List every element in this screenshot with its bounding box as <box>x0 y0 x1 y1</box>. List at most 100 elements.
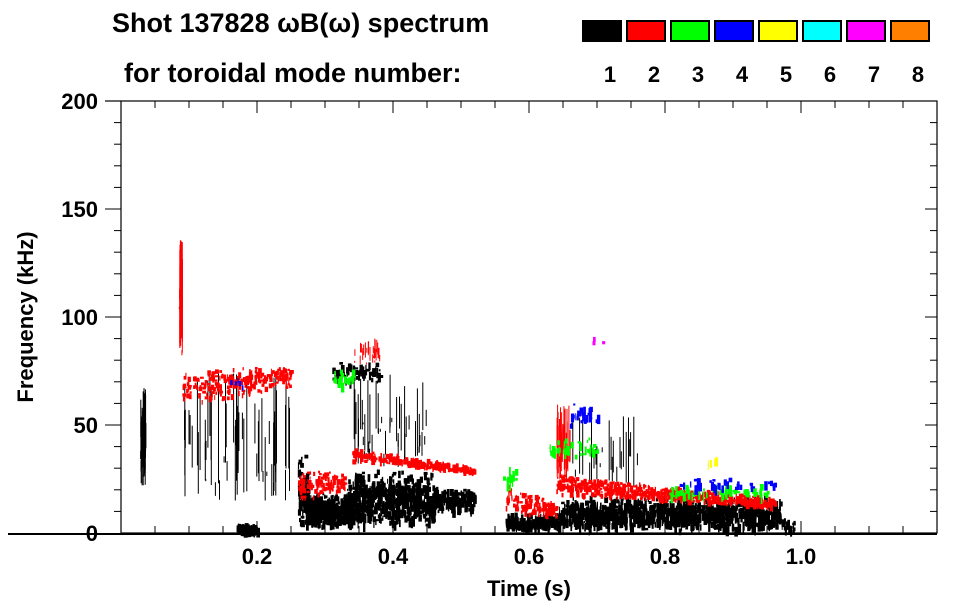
spectrum-mark-mode-2 <box>385 453 389 459</box>
spectrum-mark-mode-2 <box>768 501 771 506</box>
spectrum-mark-mode-1 <box>674 518 678 525</box>
spectrum-mark-mode-1 <box>566 511 569 515</box>
spectrum-marks <box>140 240 796 538</box>
spectrum-mark-mode-2 <box>557 404 559 454</box>
spectrum-mark-mode-1 <box>425 477 430 480</box>
spectrum-mark-mode-1 <box>547 520 551 527</box>
spectrum-mark-mode-2 <box>444 466 446 470</box>
spectrum-mark-mode-1 <box>461 500 465 508</box>
spectrum-mark-mode-1 <box>241 524 245 530</box>
spectrum-mark-mode-1 <box>331 494 334 498</box>
spectrum-mark-mode-4 <box>709 480 712 483</box>
spectrum-mark-mode-2 <box>690 495 692 498</box>
spectrum-mark-mode-1 <box>787 519 790 530</box>
spectrum-mark-mode-2 <box>607 487 610 493</box>
spectrum-mark-mode-1 <box>722 513 723 521</box>
spectrum-mark-mode-1 <box>337 501 340 505</box>
spectrum-mark-mode-1 <box>530 520 532 525</box>
spectrum-mark-mode-1 <box>330 495 334 503</box>
spectrum-mark-mode-1 <box>708 516 710 525</box>
spectrum-mark-mode-1 <box>435 495 438 501</box>
spectrum-mark-mode-1 <box>348 500 350 508</box>
spectrum-mark-mode-2 <box>594 483 598 488</box>
spectrum-mark-mode-1 <box>376 367 379 377</box>
spectrum-mark-mode-1 <box>745 507 747 512</box>
spectrum-mark-mode-1 <box>372 482 375 492</box>
spectrum-mark-mode-1 <box>347 497 349 507</box>
spectrum-mark-mode-1 <box>317 520 321 529</box>
spectrum-mark-mode-1 <box>434 500 436 509</box>
spectrum-mark-mode-2 <box>324 472 329 476</box>
spectrum-mark-mode-1 <box>628 500 632 503</box>
spectrum-mark-mode-1 <box>407 475 410 484</box>
spectrum-mark-mode-1 <box>144 443 146 485</box>
spectrum-mark-mode-2 <box>524 505 529 511</box>
spectrum-mark-mode-2 <box>376 339 378 353</box>
spectrum-mark-mode-2 <box>597 484 599 488</box>
spectrum-mark-mode-1 <box>140 450 142 459</box>
spectrum-mark-mode-2 <box>271 370 273 376</box>
spectrum-mark-mode-1 <box>374 504 378 515</box>
spectrum-mark-mode-2 <box>433 464 436 471</box>
spectrum-mark-mode-1 <box>511 517 513 521</box>
spectrum-mark-mode-2 <box>277 379 280 382</box>
spectrum-mark-mode-1 <box>656 510 659 519</box>
spectrum-mark-mode-2 <box>416 465 421 470</box>
spectrum-mark-mode-2 <box>214 375 219 378</box>
spectrum-mark-mode-1 <box>615 514 619 517</box>
spectrum-mark-mode-2 <box>226 377 231 382</box>
spectrum-mark-mode-1 <box>651 522 654 529</box>
legend-label-mode-7: 7 <box>867 62 881 87</box>
spectrum-mark-mode-2 <box>280 373 282 377</box>
spectrum-mark-mode-1 <box>676 513 680 519</box>
spectrum-mark-mode-1 <box>426 479 430 484</box>
spectrum-mark-mode-1 <box>420 501 425 509</box>
spectrum-mark-mode-2 <box>626 493 630 499</box>
spectrum-mark-mode-1 <box>340 502 345 506</box>
spectrum-mark-mode-1 <box>612 504 616 510</box>
spectrum-mark-mode-2 <box>337 487 341 494</box>
spectrum-mark-mode-2 <box>372 355 374 358</box>
spectrum-mark-mode-2 <box>369 453 373 458</box>
spectrum-mark-mode-1 <box>565 508 567 513</box>
spectrum-mark-mode-2 <box>228 374 233 381</box>
spectrum-mark-mode-1 <box>361 475 365 484</box>
spectrum-mark-mode-1 <box>716 502 719 507</box>
spectrum-mark-mode-2 <box>210 384 215 391</box>
spectrum-mark-mode-1 <box>593 505 597 515</box>
spectrum-mark-mode-1 <box>659 502 663 511</box>
spectrum-mark-mode-2 <box>318 481 322 486</box>
spectrum-mark-mode-1 <box>388 496 391 501</box>
spectrum-mark-mode-2 <box>591 487 596 490</box>
spectrum-mark-mode-2 <box>232 380 236 383</box>
spectrum-mark-mode-2 <box>660 499 665 504</box>
spectrum-mark-mode-2 <box>250 378 253 385</box>
spectrum-mark-mode-2 <box>736 498 738 502</box>
spectrum-mark-mode-1 <box>788 525 792 535</box>
spectrum-mark-mode-1 <box>738 524 741 533</box>
spectrum-mark-mode-1 <box>553 521 556 526</box>
spectrum-mark-mode-1 <box>324 516 328 525</box>
spectrum-mark-mode-1 <box>346 513 349 523</box>
spectrum-mark-mode-2 <box>226 385 230 390</box>
spectrum-mark-mode-2 <box>517 498 519 504</box>
spectrum-mark-mode-2 <box>247 388 251 394</box>
spectrum-mark-mode-1 <box>751 509 755 518</box>
spectrum-mark-mode-2 <box>538 510 541 514</box>
spectrum-mark-mode-1 <box>588 508 591 513</box>
spectrum-mark-mode-2 <box>327 479 330 485</box>
spectrum-mark-mode-1 <box>390 487 394 492</box>
spectrum-mark-mode-1 <box>692 520 697 527</box>
spectrum-mark-mode-1 <box>255 529 257 535</box>
spectrum-mark-mode-1 <box>651 508 656 512</box>
spectrum-mark-mode-2 <box>462 467 465 474</box>
spectrum-mark-mode-1 <box>740 515 743 523</box>
spectrum-mark-mode-1 <box>313 503 315 511</box>
spectrum-mark-mode-2 <box>361 456 364 463</box>
spectrum-mark-mode-1 <box>379 428 381 432</box>
spectrum-mark-mode-2 <box>568 477 571 480</box>
spectrum-mark-mode-1 <box>585 500 589 506</box>
spectrum-mark-mode-1 <box>654 519 656 525</box>
spectrum-mark-mode-1 <box>385 504 388 511</box>
spectrum-mark-mode-1 <box>241 412 243 440</box>
